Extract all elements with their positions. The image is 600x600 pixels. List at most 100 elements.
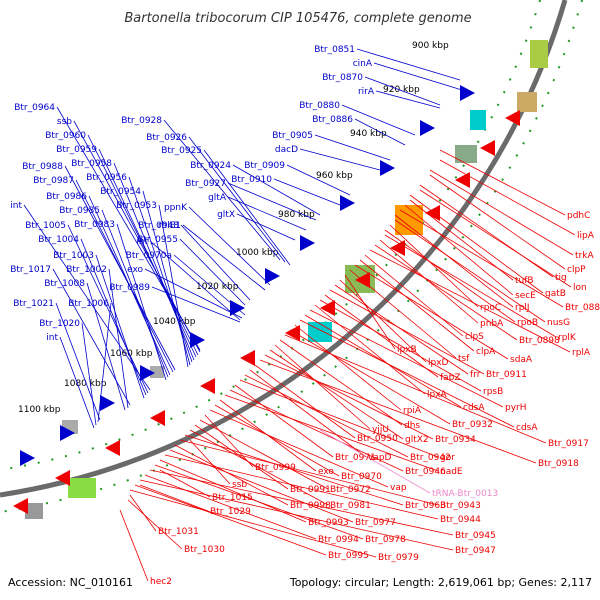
reverse-gene-label: pnbA xyxy=(480,319,504,329)
reverse-gene-label: rplJ xyxy=(515,303,530,313)
reverse-leader-line xyxy=(304,314,462,408)
reverse-gene-label: Btr_0898 xyxy=(519,336,560,346)
reverse-gene-label: Btr_0994 xyxy=(318,535,359,545)
forward-gene-label: Btr_0924 xyxy=(190,161,231,171)
reverse-gene-label: pyrH xyxy=(505,403,527,413)
forward-gene-label: Btr_1005 xyxy=(25,221,66,231)
reverse-leader-line xyxy=(284,334,547,444)
forward-leader-line xyxy=(182,224,266,291)
reverse-gene-label: Btr_0979 xyxy=(378,553,419,563)
tick-label: 900 kbp xyxy=(412,41,449,51)
forward-leader-line xyxy=(101,209,169,378)
forward-leader-line xyxy=(236,213,296,241)
reverse-gene-label: trkA xyxy=(575,251,594,261)
forward-leader-line xyxy=(67,224,149,394)
reverse-leader-line xyxy=(189,439,231,485)
reverse-leader-line xyxy=(339,279,427,363)
forward-gene-label: Btr_0954 xyxy=(100,187,141,197)
forward-gene-label: Btr_1003 xyxy=(53,251,94,261)
reverse-leader-line xyxy=(259,359,537,464)
reverse-gene-label: dhs xyxy=(404,421,420,431)
forward-gene-arrows xyxy=(20,85,475,466)
reverse-gene-label: Btr_0993 xyxy=(308,518,349,528)
reverse-leader-line xyxy=(184,434,404,506)
forward-gene-label: Btr_1017 xyxy=(10,265,51,275)
forward-gene-label: Btr_0909 xyxy=(244,161,285,171)
reverse-leader-line xyxy=(149,469,454,536)
reverse-leader-line xyxy=(229,389,404,472)
reverse-leader-line xyxy=(179,439,439,506)
reverse-leader-line xyxy=(264,354,434,440)
forward-leader-line xyxy=(163,119,281,261)
forward-gene-label: Btr_0964 xyxy=(14,103,55,113)
reverse-gene-label: rplK xyxy=(558,333,577,343)
reverse-gene-label: fabZ xyxy=(440,373,461,383)
reverse-leader-line xyxy=(439,159,576,236)
reverse-gene-label: Btr_0911 xyxy=(486,370,527,380)
rna-gene-label: tRNA-Btr_0013 xyxy=(432,489,498,499)
reverse-leader-line xyxy=(199,419,329,490)
reverse-leader-line xyxy=(274,344,371,430)
reverse-gene-label: Btr_0932 xyxy=(452,420,493,430)
reverse-leader-line xyxy=(269,349,404,440)
forward-leader-line xyxy=(116,223,167,381)
reverse-gene-label: ssb xyxy=(232,480,247,490)
reverse-leader-line xyxy=(299,319,515,428)
reverse-gene-label: Btr_0963 xyxy=(405,501,446,511)
forward-gene-label: ppnK xyxy=(164,203,188,213)
reverse-leader-line xyxy=(294,324,402,411)
forward-gene-label: Btr_0910 xyxy=(231,175,272,185)
forward-leader-line xyxy=(179,238,246,306)
reverse-gene-label: tsf xyxy=(458,354,470,364)
reverse-leader-line xyxy=(419,189,572,288)
reverse-gene-label: Btr_0970 xyxy=(341,472,382,482)
forward-gene-label: Btr_0880 xyxy=(299,101,340,111)
reverse-leader-line xyxy=(239,379,439,458)
reverse-leader-line xyxy=(404,204,514,296)
reverse-leader-line xyxy=(224,394,439,472)
forward-leader-line xyxy=(299,148,381,171)
reverse-gene-label: Btr_0998 xyxy=(290,501,331,511)
reverse-leader-line xyxy=(159,469,211,498)
forward-leader-line xyxy=(314,134,391,161)
forward-gene-label: int xyxy=(136,237,148,247)
reverse-gene-label: frr xyxy=(470,370,481,380)
forward-leader-line xyxy=(144,268,243,319)
label-leader-lines xyxy=(23,48,576,582)
reverse-leader-line xyxy=(144,474,317,540)
reverse-leader-line xyxy=(394,214,514,308)
outer-feature-track xyxy=(25,40,548,519)
reverse-leader-line xyxy=(244,374,409,458)
reverse-gene-label: Btr_0981 xyxy=(330,501,371,511)
reverse-leader-line xyxy=(374,244,518,341)
tick-label: 1000 kbp xyxy=(236,248,279,258)
reverse-gene-label: lipA xyxy=(577,231,595,241)
reverse-gene-label: rpiA xyxy=(403,406,422,416)
reverse-leader-line xyxy=(119,509,149,582)
forward-gene-label: rirA xyxy=(358,87,375,97)
reverse-gene-label: Btr_0946 xyxy=(405,467,446,477)
genome-title: Bartonella tribocorum CIP 105476, comple… xyxy=(124,11,471,26)
reverse-gene-label: gor xyxy=(440,453,455,463)
reverse-gene-label: cdsA xyxy=(516,423,538,433)
reverse-gene-label: gatB xyxy=(545,289,566,299)
reverse-leader-line xyxy=(209,409,389,488)
forward-leader-line xyxy=(364,76,441,106)
forward-gene-label: Btr_0955 xyxy=(137,235,178,245)
reverse-gene-label: Btr_1031 xyxy=(158,527,199,537)
reverse-leader-line xyxy=(289,329,451,425)
reverse-gene-label: tufB xyxy=(515,276,534,286)
reverse-gene-label: lon xyxy=(573,283,587,293)
reverse-leader-line xyxy=(314,304,426,395)
forward-gene-label: Btr_0905 xyxy=(272,131,313,141)
forward-leader-line xyxy=(64,165,176,371)
reverse-gene-label: gltX2 xyxy=(405,435,429,445)
reverse-gene-label: lpxB xyxy=(397,345,417,355)
reverse-leader-line xyxy=(329,289,485,375)
reverse-gene-label: rplA xyxy=(572,348,591,358)
forward-gene-label: cinA xyxy=(353,59,373,69)
forward-gene-label: Btr_0956 xyxy=(86,173,127,183)
tick-label: 920 kbp xyxy=(383,85,420,95)
forward-gene-label: Btr_0870 xyxy=(322,73,363,83)
